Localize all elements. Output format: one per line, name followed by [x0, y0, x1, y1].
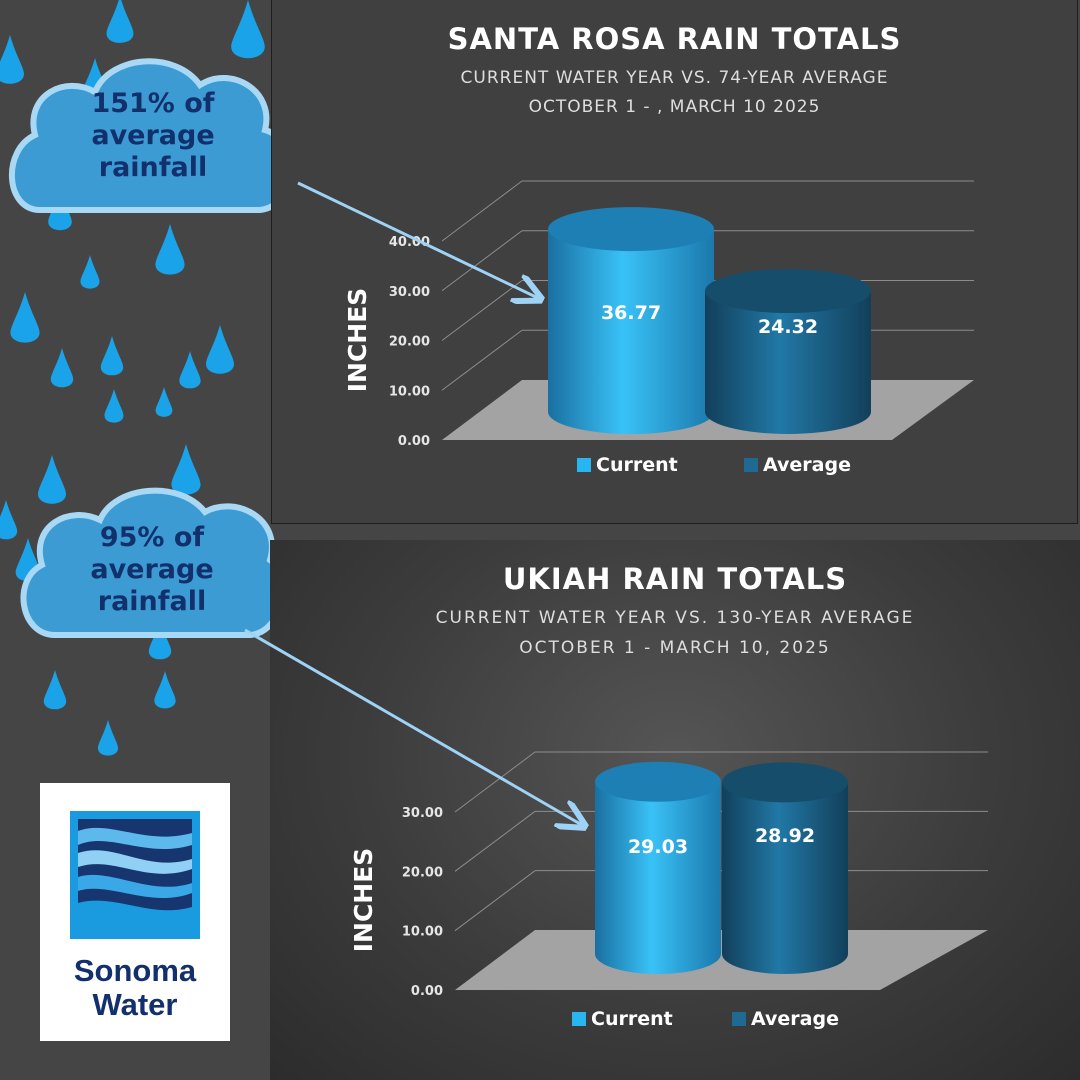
- data-label: 36.77: [601, 302, 661, 324]
- legend-swatch: [732, 1012, 746, 1026]
- legend-swatch: [577, 458, 591, 472]
- chart-title: SANTA ROSA RAIN TOTALS: [447, 22, 902, 56]
- y-tick-label: 0.00: [398, 434, 430, 449]
- logo-wordmark-line1: Sonoma: [73, 953, 197, 988]
- bar-average: [722, 762, 848, 974]
- bar-current: [595, 761, 721, 974]
- rain-drop: [179, 351, 201, 389]
- callout-ukiah: 95% of average rainfall: [52, 522, 252, 618]
- y-axis-label: INCHES: [349, 848, 378, 953]
- rain-drop: [100, 336, 124, 376]
- chart-date-range: OCTOBER 1 - , MARCH 10 2025: [528, 97, 821, 117]
- y-tick-label: 20.00: [389, 335, 430, 350]
- chart-plot-santa-rosa: 0.00 10.00 20.00 30.00 40.00 INCHES 36.77 24.32…: [343, 180, 974, 476]
- y-tick-label: 0.00: [411, 984, 443, 999]
- grid-line-depth: [454, 810, 536, 872]
- rain-drop: [80, 255, 100, 289]
- chart-ukiah: UKIAH RAIN TOTALS CURRENT WATER YEAR VS.…: [270, 540, 1080, 1080]
- rain-drop: [0, 500, 18, 540]
- y-tick-label: 40.00: [389, 235, 430, 250]
- rain-drop: [148, 620, 172, 660]
- y-tick-label: 30.00: [389, 285, 430, 300]
- rain-drop: [97, 720, 119, 756]
- y-tick-label: 10.00: [389, 384, 430, 399]
- legend-label: Average: [751, 1008, 839, 1030]
- sonoma-water-waves-icon: [70, 811, 200, 939]
- rain-drop: [106, 0, 134, 43]
- legend-label: Current: [591, 1008, 673, 1030]
- rain-drop: [206, 325, 234, 374]
- grid-line-depth: [441, 230, 523, 292]
- chart-floor: [455, 930, 988, 990]
- data-label: 24.32: [758, 316, 818, 338]
- bar-average: [705, 269, 871, 434]
- callout-line: rainfall: [97, 586, 207, 617]
- grid-line-depth: [454, 870, 536, 932]
- chart-subtitle: CURRENT WATER YEAR VS. 130-YEAR AVERAGE: [435, 608, 915, 628]
- legend-swatch: [744, 458, 758, 472]
- grid-line-depth: [454, 751, 536, 813]
- legend-label: Average: [763, 454, 851, 476]
- chart-date-range: OCTOBER 1 - MARCH 10, 2025: [519, 638, 831, 658]
- callout-line: average: [90, 554, 214, 585]
- rain-drops-illustration: [0, 0, 265, 756]
- sonoma-water-logo: Sonoma Water: [40, 783, 230, 1041]
- callout-line: 95% of: [99, 522, 205, 553]
- y-tick-label: 20.00: [402, 865, 443, 880]
- callout-line: average: [91, 120, 215, 151]
- rain-drop: [38, 455, 66, 504]
- y-axis-label: INCHES: [343, 288, 372, 393]
- callout-line: 151% of: [91, 88, 215, 119]
- legend-swatch: [572, 1012, 586, 1026]
- legend-item-current: Current: [577, 454, 678, 476]
- chart-plot-ukiah: 0.00 10.00 20.00 30.00 INCHES 29.03 28.92 Curre…: [349, 751, 988, 1030]
- legend-item-current: Current: [572, 1008, 673, 1030]
- callout-line: rainfall: [98, 152, 208, 183]
- cloud-shapes: [9, 58, 294, 638]
- rain-drop: [154, 671, 176, 709]
- chart-title: UKIAH RAIN TOTALS: [502, 562, 848, 596]
- data-label: 29.03: [628, 836, 688, 858]
- callout-santa-rosa: 151% of average rainfall: [58, 88, 248, 184]
- rain-drop: [171, 444, 201, 495]
- rain-drop: [231, 0, 265, 59]
- legend-item-average: Average: [732, 1008, 839, 1030]
- grid-line-depth: [441, 280, 523, 341]
- rain-drop: [155, 387, 173, 417]
- rain-drop: [155, 224, 185, 275]
- legend-item-average: Average: [744, 454, 851, 476]
- logo-wordmark-line2: Water: [92, 987, 178, 1022]
- grid-line-depth: [441, 180, 523, 242]
- chart-santa-rosa: SANTA ROSA RAIN TOTALS CURRENT WATER YEA…: [271, 0, 1078, 524]
- rain-drop: [10, 292, 40, 343]
- bar-current: [548, 207, 714, 434]
- data-label: 28.92: [755, 825, 815, 847]
- grid-line-depth: [441, 329, 523, 391]
- rain-drop: [104, 389, 124, 423]
- y-tick-label: 30.00: [402, 806, 443, 821]
- legend-label: Current: [596, 454, 678, 476]
- rain-drop: [50, 348, 74, 388]
- chart-subtitle: CURRENT WATER YEAR VS. 74-YEAR AVERAGE: [460, 68, 889, 88]
- rain-drop: [0, 35, 24, 84]
- y-tick-label: 10.00: [402, 925, 443, 940]
- rain-drop: [43, 670, 67, 710]
